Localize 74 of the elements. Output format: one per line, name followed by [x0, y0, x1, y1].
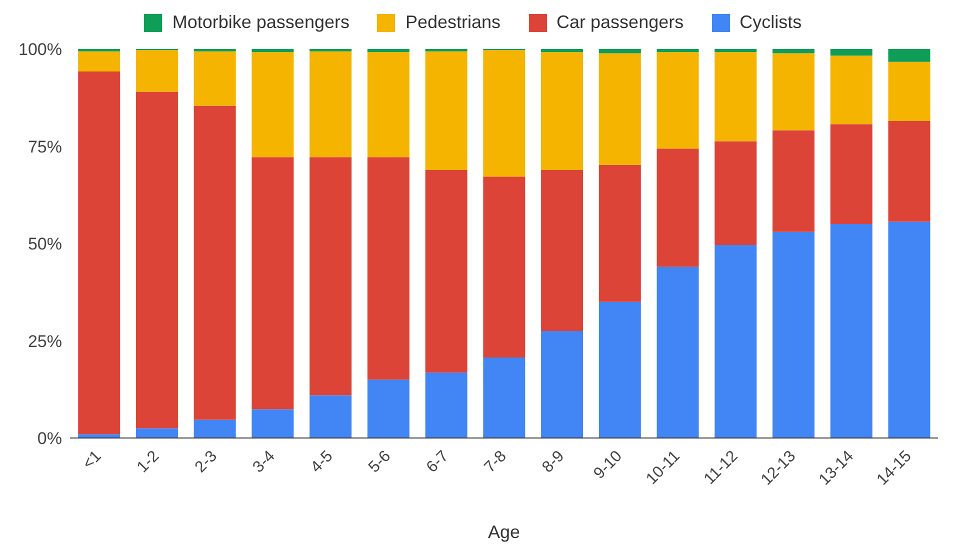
bar	[78, 51, 120, 72]
legend-label: Pedestrians	[404, 12, 501, 33]
bar	[136, 428, 178, 438]
bar	[78, 72, 120, 434]
bar	[888, 62, 930, 121]
bar	[194, 420, 236, 438]
bar	[252, 49, 294, 52]
x-tick-label: 1-2	[134, 448, 163, 476]
bar	[830, 124, 872, 224]
bar	[541, 49, 584, 52]
bar	[425, 51, 468, 170]
bar	[310, 157, 352, 396]
bar	[483, 357, 526, 438]
x-tick-label: 4-5	[308, 448, 336, 476]
bar	[541, 52, 584, 170]
bar	[714, 141, 757, 246]
bar	[830, 56, 872, 124]
bar	[598, 302, 641, 438]
legend-label: Cyclists	[738, 12, 802, 33]
bar	[656, 49, 699, 52]
bar	[194, 106, 236, 420]
bar	[656, 52, 699, 149]
bar	[714, 49, 757, 52]
bar	[252, 52, 294, 158]
legend-label: Motorbike passengers	[171, 12, 350, 33]
bar	[772, 232, 814, 438]
bar	[541, 170, 584, 332]
bar	[714, 52, 757, 142]
bar	[310, 395, 352, 438]
bar	[541, 331, 584, 438]
x-tick-label: 2-3	[192, 448, 221, 476]
bar	[367, 49, 410, 52]
x-tick-label: 5-6	[366, 448, 394, 476]
bar	[136, 92, 178, 428]
y-tick-label: 75%	[28, 137, 62, 156]
legend-label: Car passengers	[556, 12, 684, 33]
bar	[888, 222, 930, 438]
bar	[598, 49, 641, 54]
bar	[772, 49, 814, 54]
x-axis-title: Age	[488, 522, 520, 542]
bar	[656, 148, 699, 267]
x-tick-label: 8-9	[539, 448, 568, 476]
bar	[483, 50, 526, 177]
x-tick-label: 7-8	[481, 448, 510, 476]
bar	[425, 372, 468, 438]
bar	[310, 51, 352, 158]
x-tick-label: 6-7	[424, 448, 452, 476]
bar	[367, 380, 410, 438]
bar	[367, 157, 410, 380]
bar	[136, 50, 178, 92]
bar	[772, 130, 814, 232]
bar	[367, 52, 410, 158]
y-tick-label: 25%	[28, 332, 62, 351]
bar	[78, 434, 120, 438]
y-tick-label: 100%	[18, 40, 62, 60]
bar	[252, 157, 294, 410]
bar	[598, 164, 641, 302]
bar	[830, 49, 872, 56]
bar	[598, 53, 641, 165]
bar	[830, 224, 872, 438]
bar	[252, 409, 294, 438]
x-tick-label: 3-4	[250, 448, 278, 476]
bar	[194, 51, 236, 106]
x-tick-label: 9-10	[590, 448, 626, 482]
bar	[888, 49, 930, 62]
x-tick-label: <1	[80, 448, 105, 473]
bar	[714, 245, 757, 438]
y-tick-label: 0%	[37, 429, 62, 448]
bar	[656, 266, 699, 438]
bar	[888, 120, 930, 222]
bar	[425, 170, 468, 373]
y-tick-label: 50%	[28, 234, 62, 254]
bar	[772, 53, 814, 130]
bar	[483, 176, 526, 358]
